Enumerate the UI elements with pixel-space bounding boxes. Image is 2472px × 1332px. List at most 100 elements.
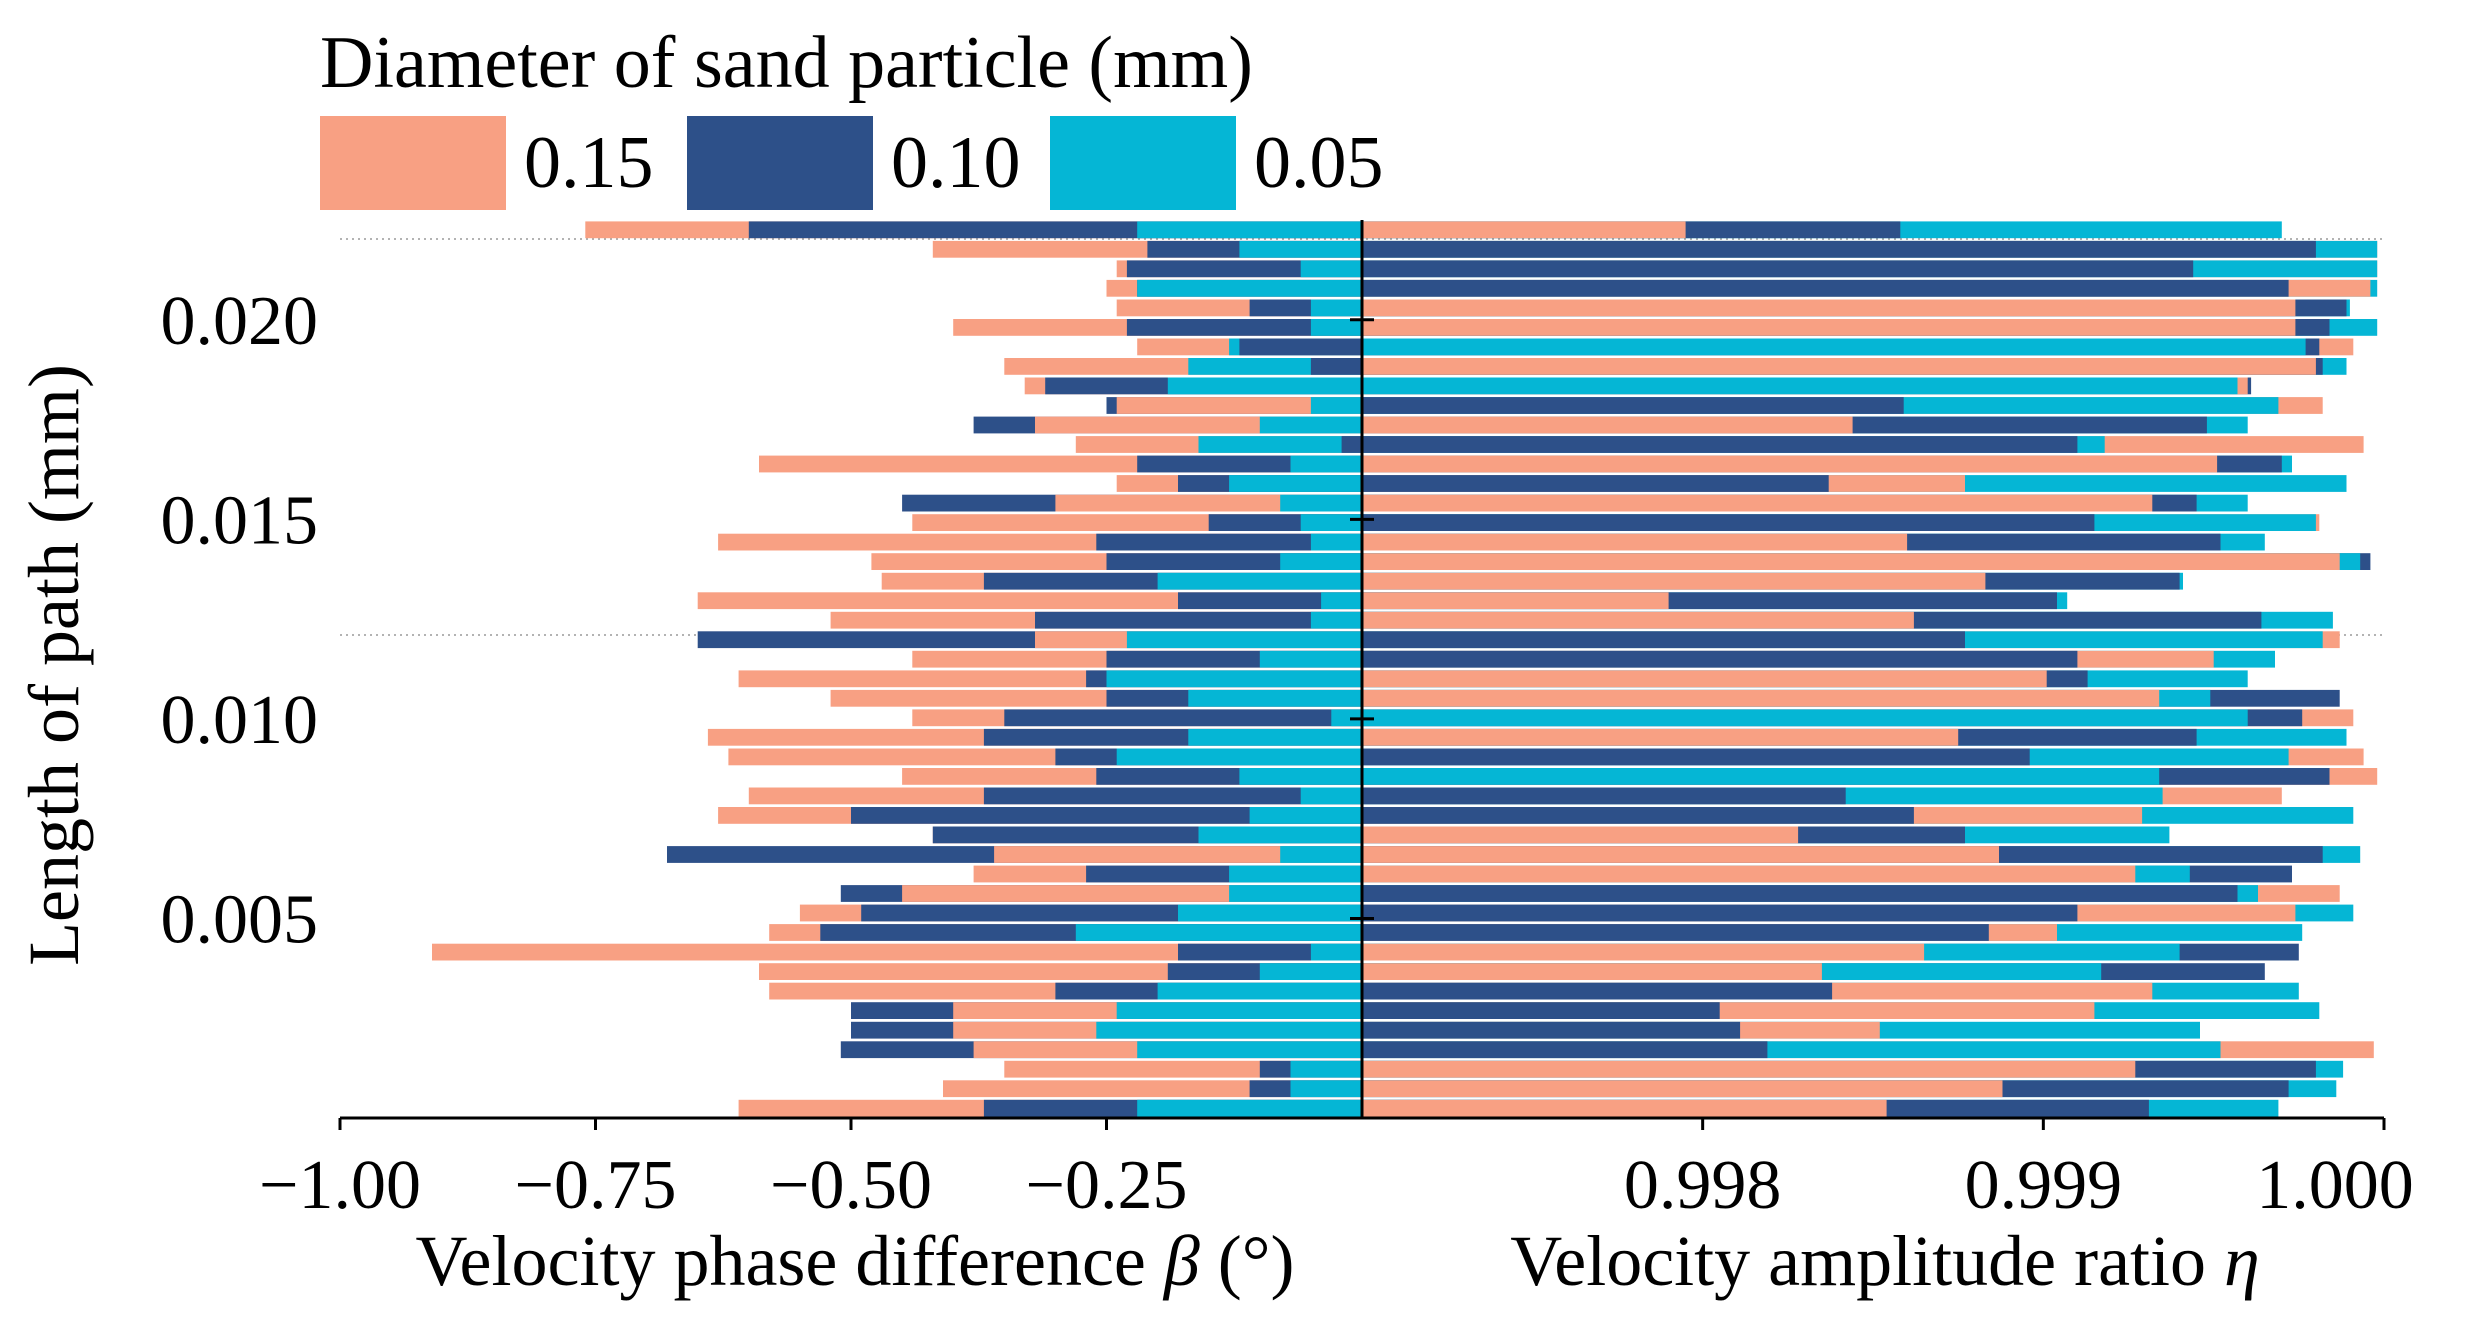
left-bar-d005-row5 [1116, 1002, 1362, 1019]
right-bar-d010-row10 [1362, 904, 2078, 922]
left-bar-d005-row19 [1188, 728, 1362, 746]
right-bar-d005-row37 [1362, 377, 2238, 395]
left-bar-d005-row15 [1249, 807, 1362, 824]
left-bar-d010-row15 [851, 807, 1362, 824]
left-bar-d005-row28 [1280, 553, 1362, 570]
left-bar-d005-row26 [1321, 592, 1362, 610]
right-bar-d005-row17 [1362, 768, 2160, 785]
left-bar-d005-row30 [1300, 514, 1362, 531]
left-bar-d005-row0 [1137, 1099, 1362, 1117]
legend-label-0-05: 0.05 [1254, 122, 1384, 204]
left-bar-d005-row23 [1259, 650, 1362, 668]
left-bar-d005-row33 [1290, 455, 1362, 473]
left-bar-d005-row35 [1259, 416, 1362, 434]
right-bar-d015-row22 [1362, 670, 2047, 688]
left-x-tick-label-1: −0.75 [515, 1147, 677, 1224]
legend-label-0-15: 0.15 [524, 122, 654, 204]
right-bar-d010-row5 [1362, 1002, 1720, 1019]
right-bar-d015-row25 [1362, 611, 1914, 629]
left-bar-d005-row32 [1229, 475, 1362, 492]
right-bar-d010-row34 [1362, 436, 2078, 453]
left-bar-d005-row42 [1137, 279, 1362, 297]
eta-symbol: η [2224, 1221, 2260, 1301]
left-bar-d010-row25 [1035, 611, 1362, 629]
left-x-tick-label-0: −1.00 [259, 1147, 421, 1224]
right-bar-d010-row32 [1362, 475, 1829, 492]
legend: Diameter of sand particle (mm) 0.15 0.10… [320, 20, 1620, 220]
right-x-tick-label-2: 1.000 [2256, 1147, 2414, 1224]
right-bar-d015-row33 [1362, 455, 2218, 473]
right-bar-d015-row28 [1362, 553, 2340, 570]
left-bar-d005-row14 [1198, 826, 1362, 844]
right-bar-d015-row31 [1362, 494, 2153, 512]
left-bar-d005-row18 [1116, 748, 1362, 766]
left-bar-d005-row40 [1310, 319, 1362, 336]
left-bar-d005-row17 [1239, 768, 1362, 785]
left-bar-d010-row16 [983, 787, 1362, 805]
left-panel-bars [432, 221, 1362, 1117]
left-x-axis-title-text: Velocity phase difference [416, 1221, 1164, 1301]
legend-title: Diameter of sand particle (mm) [320, 22, 1253, 104]
left-bar-d010-row34 [1341, 436, 1362, 453]
left-bar-d010-row20 [1004, 709, 1362, 727]
right-bar-d015-row12 [1362, 865, 2136, 883]
right-bar-d010-row3 [1362, 1041, 1768, 1059]
left-bar-d005-row20 [1331, 709, 1362, 727]
left-bar-d005-row34 [1198, 436, 1362, 453]
left-bar-d005-row11 [1229, 885, 1362, 902]
left-bar-d005-row8 [1310, 943, 1362, 961]
right-bar-d015-row26 [1362, 592, 1669, 610]
right-bar-d010-row44 [1362, 240, 2316, 258]
left-bar-d005-row7 [1259, 963, 1362, 980]
left-bar-d005-row37 [1167, 377, 1362, 395]
right-bar-d015-row1 [1362, 1080, 2003, 1098]
right-bar-d010-row42 [1362, 279, 2289, 297]
right-bar-d015-row0 [1362, 1099, 1887, 1117]
right-bar-d010-row30 [1362, 514, 2095, 531]
right-bar-d010-row4 [1362, 1021, 1741, 1039]
right-bar-d005-row39 [1362, 338, 2306, 356]
right-bar-d015-row38 [1362, 358, 2316, 375]
right-bar-d010-row9 [1362, 924, 1989, 941]
left-bar-d010-row26 [1178, 592, 1362, 610]
y-tick-label-0: 0.005 [161, 881, 319, 958]
right-bar-d010-row11 [1362, 885, 2238, 902]
right-bar-d015-row14 [1362, 826, 1799, 844]
y-tick-label-1: 0.010 [161, 682, 319, 759]
right-bar-d015-row45 [1362, 221, 1686, 239]
right-bar-d015-row8 [1362, 943, 1925, 961]
left-bar-d005-row29 [1310, 533, 1362, 551]
left-x-tick-label-2: −0.50 [770, 1147, 932, 1224]
left-bar-d005-row45 [1137, 221, 1362, 239]
right-bar-d015-row35 [1362, 416, 1853, 434]
x-tick-labels: −1.00 −0.75 −0.50 −0.25 0.998 0.999 1.000 [259, 1147, 2414, 1224]
left-bar-d005-row16 [1300, 787, 1362, 805]
right-bar-d010-row24 [1362, 631, 1965, 649]
right-bar-d010-row23 [1362, 650, 2078, 668]
left-bar-d005-row43 [1300, 260, 1362, 278]
left-bar-d005-row2 [1290, 1060, 1362, 1078]
left-bar-d005-row1 [1290, 1080, 1362, 1098]
right-panel-bars [1362, 221, 2378, 1117]
left-x-axis-title: Velocity phase difference β (°) [416, 1221, 1295, 1301]
legend-swatch-0-15 [320, 116, 506, 210]
left-bar-d015-row13 [994, 846, 1362, 863]
right-bar-d005-row20 [1362, 709, 2248, 727]
left-bar-d005-row22 [1106, 670, 1362, 688]
y-tick-label-3: 0.020 [161, 283, 319, 360]
left-bar-d005-row10 [1178, 904, 1362, 922]
right-bar-d010-row43 [1362, 260, 2194, 278]
left-bar-d005-row21 [1188, 689, 1362, 707]
left-bar-d010-row39 [1239, 338, 1362, 356]
right-bar-d010-row6 [1362, 982, 1833, 1000]
left-bar-d005-row9 [1075, 924, 1362, 941]
right-bar-d015-row13 [1362, 846, 1999, 863]
right-bar-d015-row40 [1362, 319, 2296, 336]
right-x-axis-title: Velocity amplitude ratio η [1510, 1221, 2260, 1301]
left-bar-d015-row36 [1116, 397, 1362, 414]
legend-swatch-0-10 [687, 116, 873, 210]
legend-swatch-0-05 [1050, 116, 1236, 210]
left-bar-d005-row36 [1310, 397, 1362, 414]
left-bar-d005-row12 [1229, 865, 1362, 883]
